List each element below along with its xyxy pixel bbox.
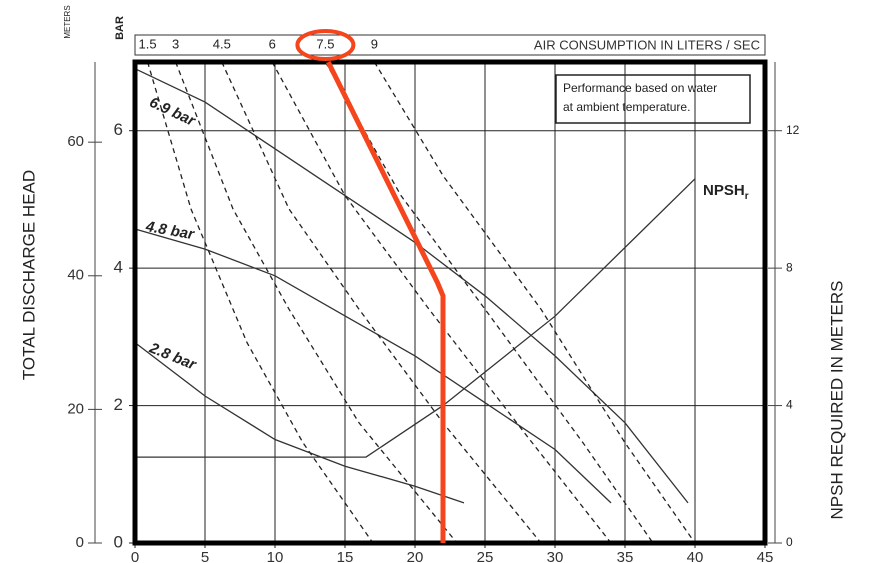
y2-tick-label: 4 — [114, 258, 123, 277]
annotation-line — [325, 60, 446, 543]
x-tick-label: 15 — [337, 549, 354, 563]
y2-tick-label: 2 — [114, 395, 123, 414]
air-consumption-label: 9 — [371, 36, 378, 51]
y-unit: METERS — [63, 5, 72, 38]
top-axis-box — [134, 34, 766, 56]
series-line — [221, 61, 542, 544]
series-line — [146, 61, 374, 544]
note-line: at ambient temperature. — [563, 100, 690, 114]
y2-tick-label: 0 — [114, 532, 123, 551]
series-label: NPSHr — [703, 182, 749, 202]
series-label: 2.8 bar — [146, 339, 199, 374]
y3-tick-label: 4 — [786, 398, 793, 412]
x-tick-label: 40 — [687, 549, 704, 563]
note-line: Performance based on water — [563, 81, 717, 95]
air-consumption-label: 1.5 — [139, 36, 157, 51]
y-tick-label: 40 — [67, 267, 84, 284]
air-consumption-label: 6 — [269, 36, 276, 51]
series-line — [134, 228, 612, 504]
y3-tick-label: 12 — [786, 123, 800, 137]
top-axis-title: AIR CONSUMPTION IN LITERS / SEC — [534, 37, 760, 52]
y3-axis-title: NPSH REQUIRED IN METERS — [827, 281, 846, 520]
x-tick-label: 10 — [267, 549, 284, 563]
x-tick-label: 30 — [547, 549, 564, 563]
series-line — [373, 61, 696, 544]
y3-tick-label: 8 — [786, 260, 793, 274]
x-tick-label: 5 — [201, 549, 209, 563]
air-consumption-label: 3 — [172, 36, 179, 51]
series-line — [324, 61, 654, 544]
series-subscript: r — [745, 190, 749, 201]
x-tick-label: 25 — [477, 549, 494, 563]
series-label: 6.9 bar — [147, 94, 199, 130]
y-tick-label: 60 — [67, 133, 84, 150]
air-consumption-label: 7.5 — [316, 36, 334, 51]
x-tick-label: 0 — [131, 549, 139, 563]
x-tick-label: 35 — [617, 549, 634, 563]
x-tick-label: 45 — [757, 549, 774, 563]
series-line — [174, 61, 458, 544]
y-axis-title: TOTAL DISCHARGE HEAD — [19, 170, 38, 380]
air-consumption-label: 4.5 — [213, 36, 231, 51]
y-tick-label: 20 — [67, 400, 84, 417]
annotation-circle — [295, 29, 356, 61]
plot-frame — [132, 59, 768, 546]
y2-unit: BAR — [114, 16, 126, 40]
y2-tick-label: 6 — [114, 120, 123, 139]
y3-tick-label: 0 — [786, 535, 793, 549]
note-box — [555, 74, 751, 124]
x-tick-label: 20 — [407, 549, 424, 563]
series-name: NPSH — [703, 182, 745, 199]
series-line — [271, 61, 612, 544]
y-tick-label: 0 — [76, 534, 84, 551]
